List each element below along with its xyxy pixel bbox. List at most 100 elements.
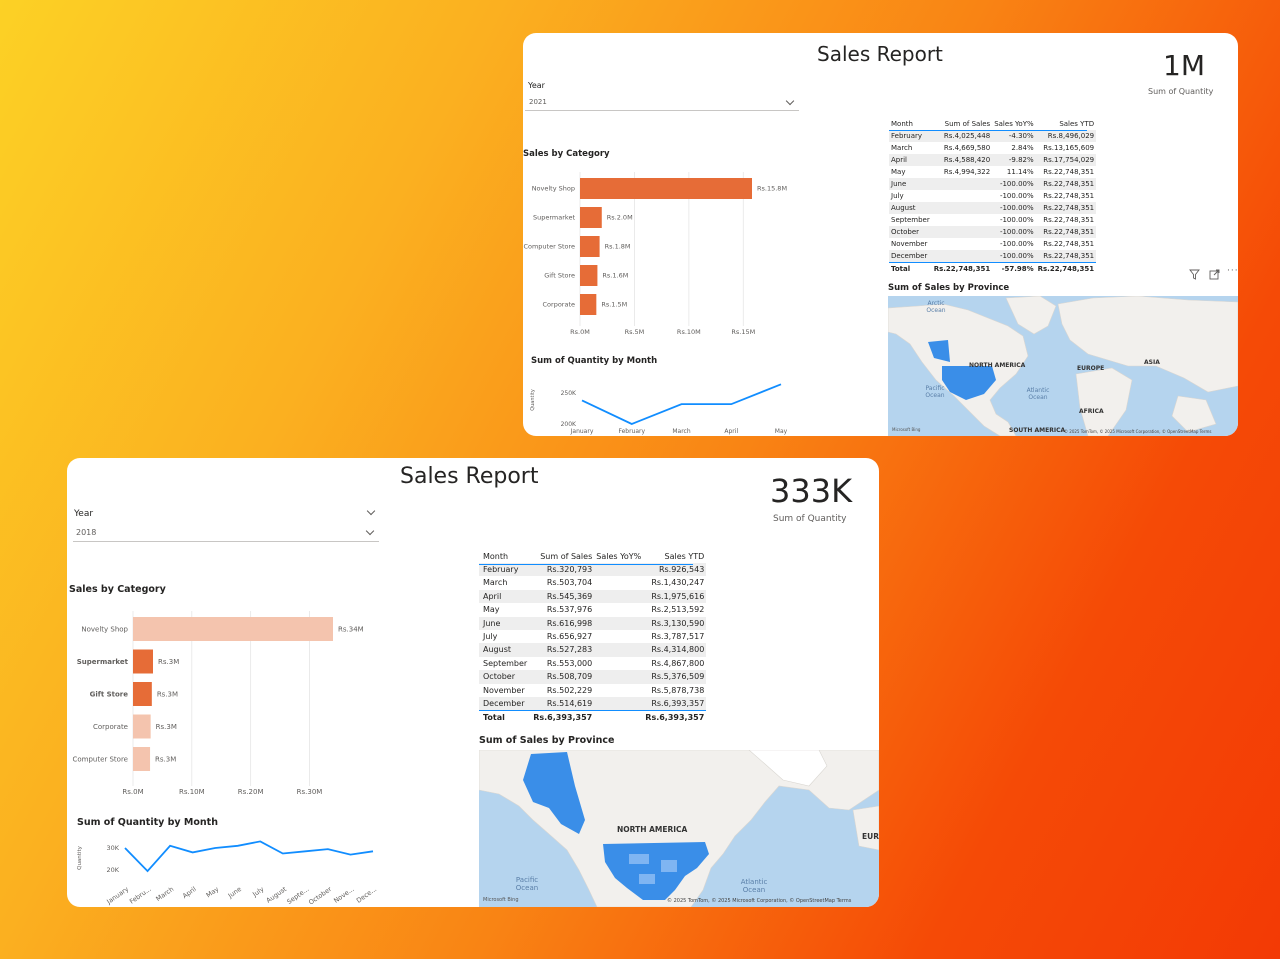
cell-sales-ytd: Rs.22,748,351 [1035,226,1097,238]
map-label-arctic: Arctic Ocean [926,300,946,314]
table-row[interactable]: December Rs.514,619 Rs.6,393,357 [479,697,707,711]
cell-month: November [891,240,928,248]
kpi-value: 1M [1163,49,1205,82]
table-header-sum-of-sales[interactable]: Sum of Sales [540,551,593,561]
sales-matrix-table[interactable]: Month Sum of Sales Sales YoY% Sales YTD … [889,118,1097,275]
cell-sum-of-sales: Rs.527,283 [531,643,595,657]
table-row[interactable]: May Rs.537,976 Rs.2,513,592 [479,603,706,616]
table-row[interactable]: February Rs.4,025,448 -4.30% Rs.8,496,029 [889,130,1097,142]
table-row[interactable]: October Rs.508,709 Rs.5,376,509 [479,670,707,684]
bar-supermarket[interactable] [133,649,153,674]
y-tick-label: 250K [561,390,577,397]
kpi-label: Sum of Quantity [773,514,847,524]
bar-corporate[interactable] [580,294,597,315]
table-row[interactable]: September Rs.553,000 Rs.4,867,800 [479,657,706,670]
cell-sales-ytd: Rs.22,748,351 [1035,250,1097,263]
table-row[interactable]: February Rs.320,793 Rs.926,543 [479,563,707,577]
bar-computer-store[interactable] [580,236,600,257]
more-options-icon[interactable]: ··· [1227,266,1238,276]
x-tick-label: March [672,428,690,435]
quantity-by-month-title: Sum of Quantity by Month [531,356,658,366]
category-label: Gift Store [544,272,575,280]
year-slicer-header[interactable]: Year [67,506,379,524]
y-tick-label: 200K [561,421,577,428]
cell-sum-of-sales: Rs.508,709 [531,670,595,684]
x-tick-label: Rs.15M [731,328,755,336]
sales-by-province-map[interactable]: NORTH AMERICA EUR Pacific Ocean Atlantic… [479,750,879,907]
data-label: Rs.3M [155,755,176,763]
year-slicer-dropdown[interactable]: 2021 [525,96,799,111]
table-row[interactable]: June -100.00% Rs.22,748,351 [889,178,1097,190]
cell-sum-of-sales: Rs.656,927 [546,632,593,642]
table-row[interactable]: October -100.00% Rs.22,748,351 [889,226,1097,238]
table-row[interactable]: June Rs.616,998 Rs.3,130,590 [479,616,707,631]
bar-computer-store[interactable] [133,747,151,771]
cell-sales-yoy: -100.00% [992,226,1036,238]
sales-by-category-chart[interactable]: Novelty Shop Supermarket Computer Store Gif… [523,167,813,342]
table-total-row[interactable]: Total Rs.6,393,357 Rs.6,393,357 [479,710,707,725]
cell-sales-ytd: Rs.5,878,738 [651,685,705,695]
x-tick-label: January [105,885,131,906]
data-label: Rs.34M [338,625,364,633]
table-row[interactable]: July Rs.656,927 Rs.3,787,517 [479,630,706,643]
sales-by-province-map[interactable]: Arctic Ocean NORTH AMERICA EUROPE ASIA P… [888,296,1238,436]
cell-month: August [889,202,932,214]
quantity-line[interactable] [124,840,374,873]
quantity-by-month-title: Sum of Quantity by Month [77,817,218,828]
table-row[interactable]: August -100.00% Rs.22,748,351 [889,202,1097,214]
filter-icon[interactable] [1189,269,1200,280]
table-total-row[interactable]: Total Rs.22,748,351 -57.98% Rs.22,748,351 [889,262,1097,275]
table-header-sales-yoy[interactable]: Sales YoY% [994,120,1034,128]
sales-matrix-table[interactable]: Month Sum of Sales Sales YoY% Sales YTD … [479,549,707,725]
table-row[interactable]: November -100.00% Rs.22,748,351 [889,238,1096,250]
focus-mode-icon[interactable] [1209,269,1220,280]
category-label: Supermarket [533,214,575,222]
table-row[interactable]: December -100.00% Rs.22,748,351 [889,250,1097,263]
x-tick-label: October [307,885,333,907]
cell-month: July [483,632,498,642]
table-header-sales-yoy[interactable]: Sales YoY% [596,551,642,561]
sales-by-category-chart[interactable]: Novelty Shop Supermarket Gift Store Corpora… [67,608,387,803]
x-tick-label: Rs.0M [122,788,143,796]
bar-gift-store[interactable] [133,682,152,706]
table-row[interactable]: March Rs.4,669,580 2.84% Rs.13,165,609 [889,142,1096,154]
table-header-sum-of-sales[interactable]: Sum of Sales [944,120,991,128]
table-row[interactable]: March Rs.503,704 Rs.1,430,247 [479,576,706,589]
cell-sales-yoy [594,684,643,697]
table-header-month[interactable]: Month [483,551,509,561]
map-attribution[interactable]: © 2025 TomTom, © 2025 Microsoft Corporat… [667,898,852,904]
cell-sum-of-sales [931,202,993,214]
table-row[interactable]: May Rs.4,994,322 11.14% Rs.22,748,351 [889,166,1096,178]
year-slicer-label: Year [528,81,545,90]
cell-sum-of-sales: Rs.537,976 [546,605,593,615]
cell-sales-ytd: Rs.13,165,609 [1043,144,1095,152]
x-tick-label: Rs.0M [570,328,590,336]
cell-sales-ytd: Rs.5,376,509 [643,670,707,684]
table-row[interactable]: September -100.00% Rs.22,748,351 [889,214,1096,226]
bar-novelty-shop[interactable] [133,617,333,641]
table-row[interactable]: November Rs.502,229 Rs.5,878,738 [479,684,706,697]
bar-gift-store[interactable] [580,265,598,286]
table-row[interactable]: July -100.00% Rs.22,748,351 [889,190,1096,202]
year-slicer-dropdown[interactable]: 2018 [73,526,379,542]
bar-supermarket[interactable] [580,207,602,228]
table-row[interactable]: April Rs.4,588,420 -9.82% Rs.17,754,029 [889,154,1097,166]
table-row[interactable]: August Rs.527,283 Rs.4,314,800 [479,643,707,657]
table-header-month[interactable]: Month [891,120,913,128]
table-header-sales-ytd[interactable]: Sales YTD [1059,120,1095,128]
cell-sum-of-sales: Rs.4,025,448 [931,130,993,142]
cell-sales-ytd: Rs.926,543 [643,563,707,577]
table-header-sales-ytd[interactable]: Sales YTD [664,551,705,561]
map-attribution[interactable]: © 2025 TomTom, © 2025 Microsoft Corporat… [1064,429,1212,434]
table-row[interactable]: April Rs.545,369 Rs.1,975,616 [479,589,707,604]
bing-logo: Microsoft Bing [483,897,519,903]
bar-corporate[interactable] [133,714,151,739]
cell-month: December [889,250,932,263]
bar-novelty-shop[interactable] [580,178,752,199]
quantity-line[interactable] [581,383,782,425]
cell-sales-ytd: Rs.3,130,590 [643,616,707,631]
map-title: Sum of Sales by Province [479,735,615,746]
category-label: Gift Store [90,690,129,698]
